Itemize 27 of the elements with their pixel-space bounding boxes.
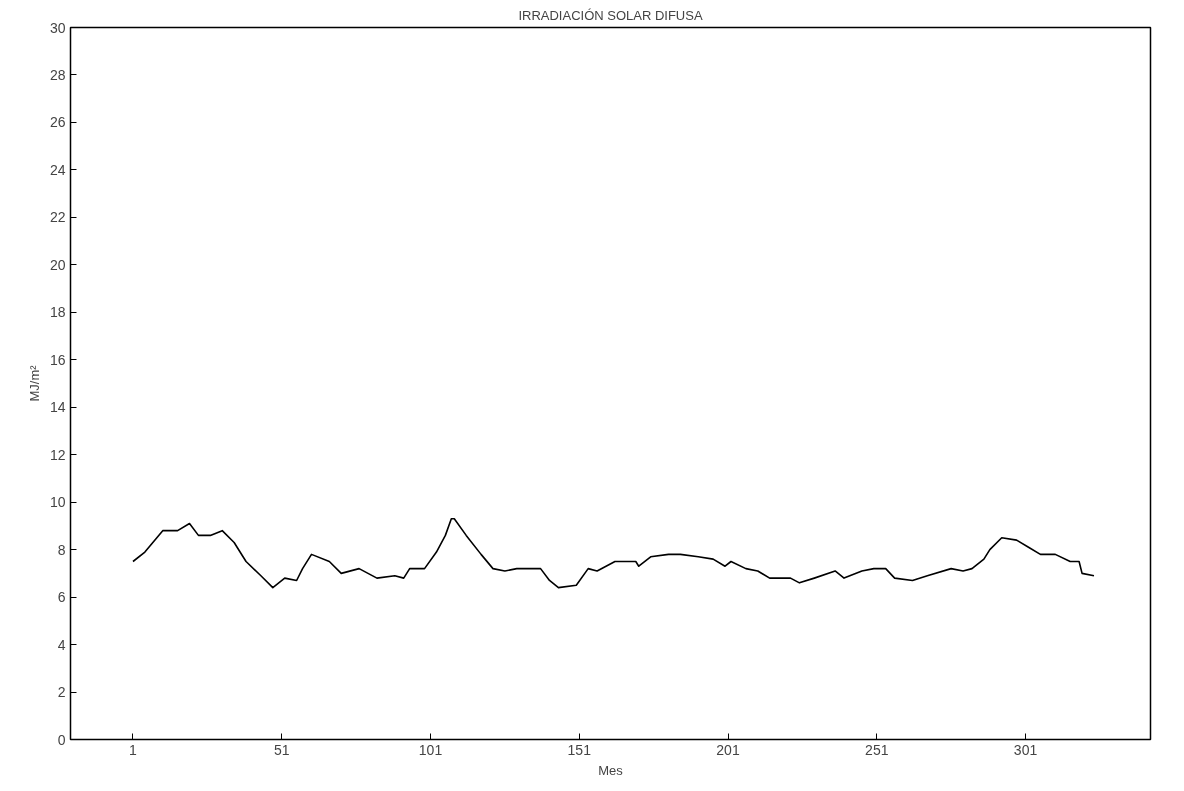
y-tick-label: 22 <box>49 209 66 226</box>
x-tick-label: 151 <box>567 741 592 758</box>
x-axis-title: Mes <box>598 762 624 778</box>
y-tick-label: 10 <box>49 494 66 511</box>
y-tick-label: 16 <box>49 351 66 368</box>
y-tick-label: 24 <box>49 161 66 178</box>
y-tick-label: 12 <box>49 446 66 463</box>
y-tick-label: 0 <box>57 731 66 748</box>
y-tick-label: 4 <box>57 636 66 653</box>
y-tick-label: 26 <box>49 114 66 131</box>
x-tick-label: 1 <box>129 741 138 758</box>
x-tick-label: 51 <box>273 741 290 758</box>
y-tick-label: 8 <box>57 541 66 558</box>
y-axis-title: MJ/m² <box>26 364 42 402</box>
y-tick-label: 28 <box>49 66 66 83</box>
y-tick-label: 18 <box>49 304 66 321</box>
chart-title: IRRADIACIÓN SOLAR DIFUSA <box>518 7 703 23</box>
x-tick-label: 301 <box>1013 741 1038 758</box>
line-series <box>132 517 1095 589</box>
y-tick-label: 30 <box>49 19 66 36</box>
y-tick-label: 2 <box>57 684 66 701</box>
x-tick-label: 251 <box>865 741 889 758</box>
x-tick-label: 201 <box>716 741 740 758</box>
x-tick-label: 101 <box>418 741 443 758</box>
y-tick-label: 6 <box>57 589 66 606</box>
y-tick-label: 20 <box>49 256 66 273</box>
y-tick-label: 14 <box>49 399 66 416</box>
